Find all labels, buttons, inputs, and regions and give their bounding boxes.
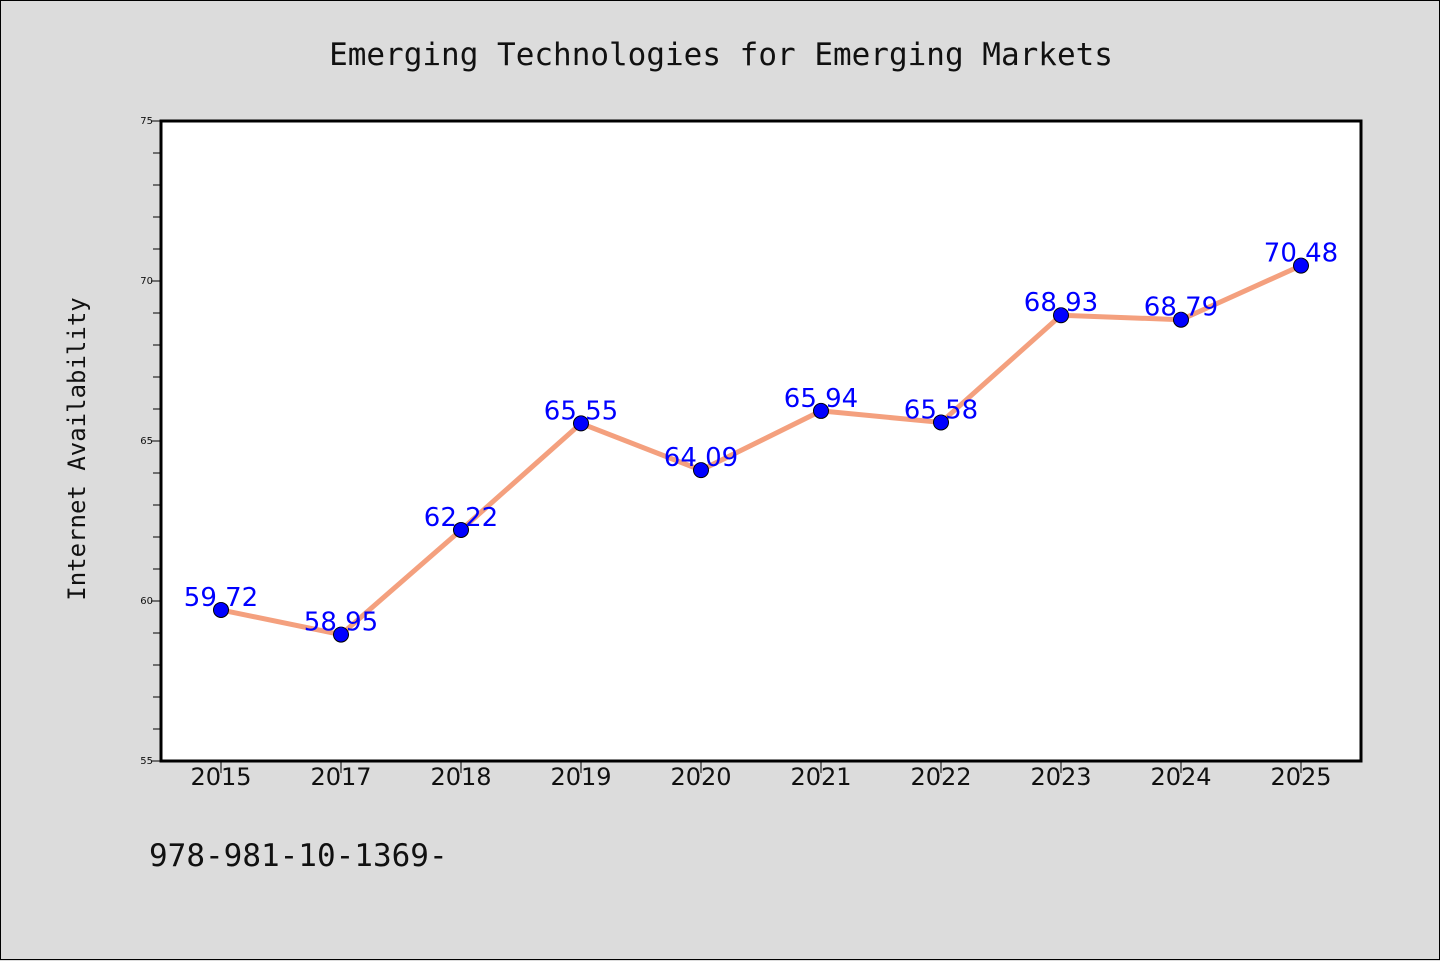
x-tick-label: 2020	[670, 763, 731, 791]
x-tick-label: 2017	[310, 763, 371, 791]
data-label: 64.09	[664, 443, 738, 473]
data-label: 59.72	[184, 583, 258, 613]
chart-title: Emerging Technologies for Emerging Marke…	[329, 37, 1113, 73]
data-point-marker	[453, 521, 469, 538]
y-tick-label: 65	[140, 436, 153, 447]
data-point-marker	[1293, 257, 1309, 274]
x-tick-label: 2019	[550, 763, 611, 791]
data-point-marker	[693, 462, 709, 479]
x-tick-label: 2024	[1150, 763, 1211, 791]
data-point-marker	[933, 414, 949, 431]
data-label: 58.95	[304, 608, 378, 638]
plot-border	[159, 119, 1363, 763]
x-tick-label: 2025	[1270, 763, 1331, 791]
data-point-marker	[813, 402, 829, 419]
data-label: 65.58	[904, 395, 978, 425]
y-tick-label: 60	[140, 596, 153, 607]
data-point-marker	[1053, 307, 1069, 324]
y-axis: 55 60 65 70 75	[140, 116, 161, 767]
data-point-marker	[573, 415, 589, 432]
series-line	[218, 263, 1304, 638]
data-point-marker	[1173, 311, 1189, 328]
data-label: 65.55	[544, 396, 618, 426]
data-point-marker	[333, 626, 349, 643]
data-label: 65.94	[784, 384, 858, 414]
x-tick-label: 2015	[190, 763, 251, 791]
data-label: 70.48	[1264, 239, 1338, 269]
data-point-marker	[213, 601, 229, 618]
x-tick-label: 2018	[430, 763, 491, 791]
x-axis: 2015 2017 2018 2019 2020 2021 2022 2023 2024 2025	[190, 761, 1332, 791]
data-label: 68.93	[1024, 288, 1098, 318]
y-axis-label: Internet Availability	[63, 297, 91, 600]
x-tick-label: 2023	[1030, 763, 1091, 791]
y-tick-label: 55	[140, 756, 153, 767]
y-tick-label: 75	[140, 116, 153, 127]
x-tick-label: 2021	[790, 763, 851, 791]
y-tick-label: 70	[140, 276, 153, 287]
data-label: 62.22	[424, 503, 498, 533]
x-tick-label: 2022	[910, 763, 971, 791]
series-line-group: 59.72 58.95 62.22 65.55 64.09 65.94 65.58 68.93…	[184, 239, 1338, 643]
data-label: 68.79	[1144, 293, 1218, 323]
footer-isbn-text: 978-981-10-1369-	[149, 838, 448, 874]
